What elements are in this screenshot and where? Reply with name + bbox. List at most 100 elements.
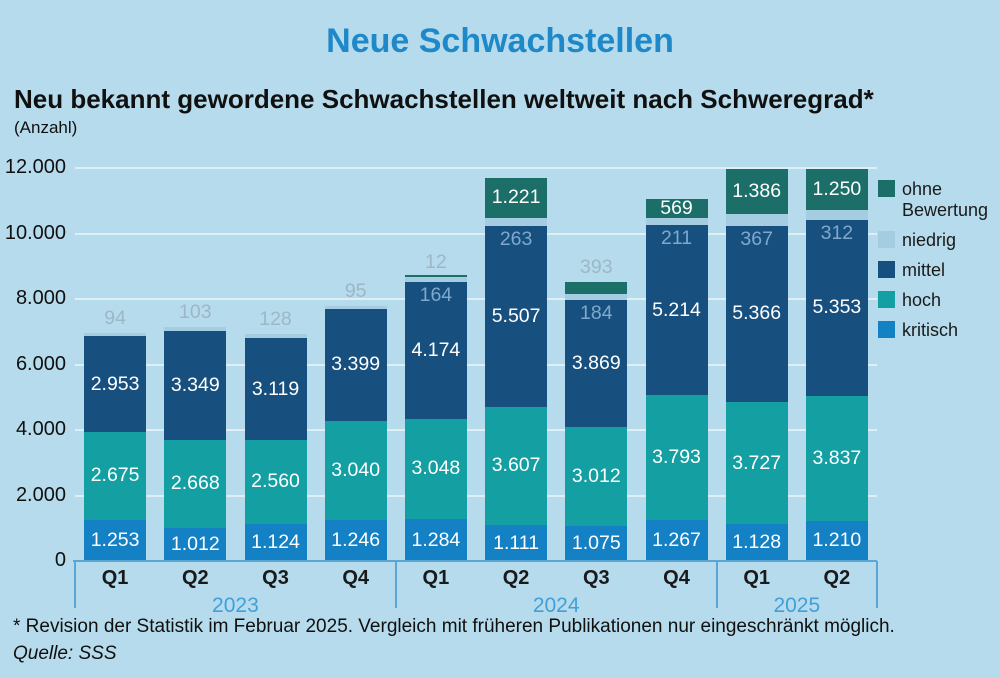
legend-label: mittel xyxy=(902,260,946,280)
bar-segment-kritisch xyxy=(565,525,628,561)
bar-segment-mittel xyxy=(84,335,147,433)
bar-segment-hoch xyxy=(244,440,307,525)
bar-segment-niedrig xyxy=(805,210,868,221)
bar-segment-hoch xyxy=(164,440,227,528)
bar-segment-ohne_bewertung xyxy=(805,169,868,211)
bar-segment-hoch xyxy=(565,427,628,526)
bar-segment-ohne_bewertung xyxy=(485,177,548,218)
segment-value-label: 263 xyxy=(499,228,533,251)
year-separator xyxy=(715,561,718,608)
y-axis-tick-label: 10.000 xyxy=(4,221,66,244)
segment-value-label: 1.210 xyxy=(812,529,862,552)
source: Quelle: SSS xyxy=(13,643,117,664)
gridline xyxy=(75,363,877,366)
x-axis-line xyxy=(73,560,877,562)
legend-swatch-mittel xyxy=(878,261,895,278)
segment-value-label: 5.353 xyxy=(812,296,862,319)
segment-value-label: 184 xyxy=(580,302,613,325)
segment-value-label: 2.675 xyxy=(90,464,140,487)
segment-value-label: 3.040 xyxy=(331,458,381,481)
segment-value-label: 3.869 xyxy=(571,352,621,375)
bar-segment-ohne_bewertung xyxy=(645,199,708,218)
segment-value-label: 3.399 xyxy=(331,353,381,376)
bar-segment-mittel xyxy=(725,226,788,402)
x-axis-quarter-label: Q1 xyxy=(101,567,129,589)
bar-segment-niedrig xyxy=(645,217,708,225)
x-axis-quarter-label: Q4 xyxy=(342,567,370,589)
segment-value-label: 367 xyxy=(740,228,773,251)
bar-segment-niedrig xyxy=(324,306,387,310)
x-axis-quarter-label: Q4 xyxy=(663,567,690,589)
segment-value-label: 1.012 xyxy=(170,532,220,555)
segment-value-label: 3.119 xyxy=(251,378,300,401)
gridline xyxy=(75,298,877,300)
bar-segment-niedrig xyxy=(404,277,467,283)
bar-segment-mittel xyxy=(324,309,387,421)
bar-segment-hoch xyxy=(645,395,708,520)
legend-item-hoch: hoch xyxy=(878,290,998,311)
segment-value-label: 1.284 xyxy=(411,528,461,551)
bar-segment-niedrig xyxy=(565,294,628,301)
segment-value-label: 1.267 xyxy=(652,528,701,551)
segment-value-label: 3.048 xyxy=(411,457,461,480)
bar-segment-hoch xyxy=(485,406,548,525)
year-separator xyxy=(74,561,76,608)
gridline xyxy=(75,429,877,431)
bar-segment-kritisch xyxy=(84,519,147,561)
bar-segment-kritisch xyxy=(645,519,708,561)
bar-segment-niedrig xyxy=(84,332,147,336)
segment-value-label: 2.668 xyxy=(170,472,220,495)
segment-value-label: 2.560 xyxy=(251,470,300,493)
bar-segment-ohne_bewertung xyxy=(725,168,788,215)
legend-swatch-kritisch xyxy=(878,321,895,338)
legend-label: kritisch xyxy=(902,320,959,340)
x-axis-year-label: 2023 xyxy=(212,594,259,617)
segment-value-label: 1.246 xyxy=(331,529,381,552)
bar-segment-hoch xyxy=(725,402,788,525)
bar-segment-mittel xyxy=(645,224,708,396)
gridline xyxy=(75,494,877,497)
segment-value-label: 5.507 xyxy=(491,305,541,328)
x-axis-quarter-label: Q2 xyxy=(181,567,209,589)
y-axis-tick-label: 0 xyxy=(54,549,66,571)
bar-segment-kritisch xyxy=(404,518,467,561)
legend-swatch-niedrig xyxy=(878,231,895,248)
plot-area: 1.253 2.675 2.953 94 Q1 1.012 2.668 3.349 103 Q2 1… xyxy=(73,167,878,617)
segment-value-label: 3.793 xyxy=(652,446,701,469)
footnote: * Revision der Statistik im Februar 2025… xyxy=(13,616,895,637)
y-axis-tick-label: 4.000 xyxy=(15,418,66,440)
bar-segment-mittel xyxy=(485,226,548,407)
x-axis-year-label: 2024 xyxy=(532,594,580,617)
y-axis-tick-label: 2.000 xyxy=(15,483,66,506)
chart-subtitle: Neu bekannt gewordene Schwachstellen wel… xyxy=(14,84,874,114)
bar-segment-hoch xyxy=(404,419,467,519)
x-axis-year-label: 2025 xyxy=(773,594,821,617)
bar-segment-kritisch xyxy=(725,524,788,561)
bar-segment-mittel xyxy=(404,282,467,420)
bar-segment-niedrig xyxy=(725,214,788,227)
gridline xyxy=(75,232,877,235)
segment-value-label: 5.214 xyxy=(652,298,701,321)
bar-segment-kritisch xyxy=(164,527,227,561)
bar-segment-kritisch xyxy=(244,524,307,561)
bar-segment-kritisch xyxy=(805,521,868,561)
bar-segment-mittel xyxy=(805,220,868,396)
segment-value-label: 4.174 xyxy=(411,339,461,362)
legend-item-ohne_bewertung: ohne Bewertung xyxy=(878,179,998,221)
segment-value-label: 1.386 xyxy=(732,179,782,202)
segment-value-label: 5.366 xyxy=(732,302,782,325)
segment-value-label: 1.250 xyxy=(812,178,862,201)
bar-segment-kritisch xyxy=(324,520,387,561)
legend-item-kritisch: kritisch xyxy=(878,320,998,341)
bar-segment-mittel xyxy=(244,338,307,441)
bar-segment-niedrig xyxy=(244,334,307,339)
year-separator xyxy=(394,561,397,608)
legend-label: niedrig xyxy=(902,230,957,250)
segment-value-label: 3.727 xyxy=(732,451,782,474)
bar-segment-ohne_bewertung xyxy=(565,281,628,295)
segment-value-label: 103 xyxy=(179,301,212,324)
segment-value-label: 211 xyxy=(660,226,693,249)
segment-value-label: 393 xyxy=(580,255,613,278)
segment-value-label: 1.221 xyxy=(491,185,541,208)
